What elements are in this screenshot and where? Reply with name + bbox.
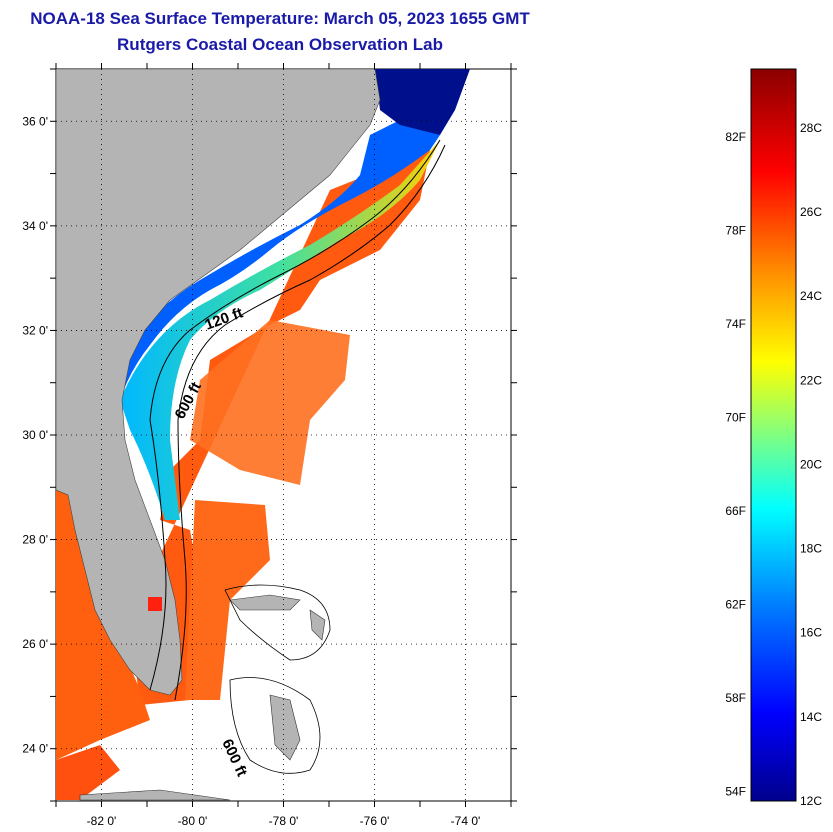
lat-tick-label: 36 0' [22,114,48,128]
colorbar-fahrenheit-label: 74F [725,317,746,331]
lat-tick-label: 34 0' [22,219,48,233]
lat-tick-label: 30 0' [22,428,48,442]
colorbar-fahrenheit-label: 58F [725,691,746,705]
colorbar-fahrenheit-label: 70F [725,411,746,425]
lat-tick-label: 26 0' [22,637,48,651]
offshore-warm-patch [190,320,350,485]
colorbar-fahrenheit-label: 78F [725,224,746,238]
lake-okeechobee [148,597,162,611]
colorbar-celsius-label: 12C [800,794,822,808]
contour-600ft [174,144,446,701]
colorbar-celsius-label: 18C [800,542,822,556]
colorbar-fahrenheit-label: 54F [725,785,746,799]
southern-warm-patch [185,500,270,700]
keys-warm-water [56,745,120,800]
map-tick-labels: -82 0' -80 0' -78 0' -76 0' -74 0' 36 0' 34 0'… [22,114,480,828]
colorbar-fahrenheit-label: 66F [725,504,746,518]
colorbar-fahrenheit-label: 62F [725,598,746,612]
map-subtitle: Rutgers Coastal Ocean Observation Lab [117,35,443,54]
cold-nearshore-water [120,120,440,400]
lat-tick-label: 24 0' [22,742,48,756]
colorbar-celsius-label: 26C [800,205,822,219]
shelf-water [120,140,440,520]
northern-cold-water [375,69,470,135]
map-title: NOAA-18 Sea Surface Temperature: March 0… [30,9,530,28]
colorbar-celsius-label: 14C [800,710,822,724]
andros-island [269,694,301,761]
contour-120ft [149,139,441,691]
colorbar-celsius-label: 16C [800,626,822,640]
lon-tick-label: -78 0' [269,814,299,828]
abaco-island [309,609,326,641]
colorbar-celsius-label: 20C [800,457,822,471]
map-ticks [50,63,517,807]
colorbar-celsius-label: 24C [800,289,822,303]
colorbar-celsius-label: 28C [800,121,822,135]
lon-tick-label: -82 0' [87,814,117,828]
colorbar-celsius-label: 22C [800,373,822,387]
contour-bahamas [224,584,331,661]
colorbar-fahrenheit-label: 82F [725,130,746,144]
grand-bahama-island [229,594,301,611]
lat-tick-label: 32 0' [22,323,48,337]
colorbar-labels: 28C 26C 24C 22C 20C 18C 16C 14C 12C 82F 78F 74F 70F 6… [725,121,822,808]
lat-tick-label: 28 0' [22,533,48,547]
lon-tick-label: -80 0' [178,814,208,828]
colorbar [750,68,797,802]
cuba-coast [79,789,231,801]
lon-tick-label: -76 0' [360,814,390,828]
lon-tick-label: -74 0' [451,814,481,828]
